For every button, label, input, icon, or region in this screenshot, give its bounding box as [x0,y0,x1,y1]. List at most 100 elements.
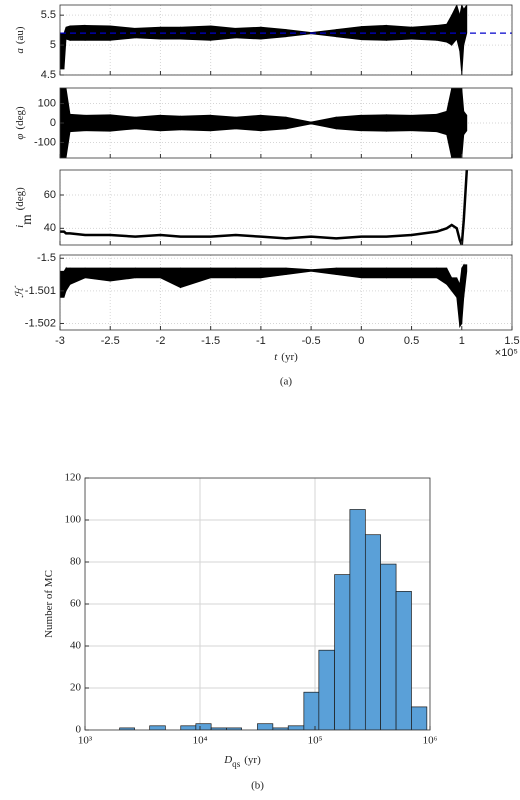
plot-clip [60,255,512,330]
histogram-bar [349,509,366,730]
y-tick-label: -1.501 [25,285,56,297]
label-part: (yr) [281,351,298,363]
histogram-bar [257,723,274,730]
plot-area [60,255,512,330]
band-segment [63,88,67,158]
y-tick-label: 4.5 [41,69,56,81]
band-segment [210,267,237,279]
x-tick-label: -2.5 [101,335,120,347]
histogram-bar [334,574,351,730]
histogram-bar [303,691,320,730]
band-segment [446,88,453,158]
band-segment [360,267,387,279]
y-tick-label: -1.502 [25,317,56,329]
axes-box [59,169,513,246]
histogram-bar [149,725,166,730]
x-tick-label: -1.5 [201,335,220,347]
y-axis-label: im (deg) [14,187,34,228]
band-segment [235,114,262,132]
x-tick-label: -2 [156,335,166,347]
y-tick-label: -100 [34,136,56,148]
y-axis-label: φ (deg) [14,106,26,140]
label-part: (au) [14,26,26,44]
plot-area [60,170,512,245]
histogram-bar [380,563,397,730]
label-part: ℋ [14,285,26,298]
axes-box [59,4,513,76]
band-segment [335,114,362,132]
y-tick-label: 0 [76,724,82,736]
axes-box [59,254,513,331]
band-segment [386,267,412,279]
band-segment [134,267,161,279]
histogram-bar [364,534,381,730]
x-tick-label: -1 [256,335,266,347]
band-segment [84,114,111,132]
y-tick-label: 40 [44,222,56,234]
band-segment [60,270,65,298]
x-tick-label: -3 [55,335,65,347]
x-axis-label: t (yr) [274,351,298,363]
band-segment [386,114,412,132]
label-part: (deg) [14,106,26,130]
band-segment [459,88,463,158]
y-axis-label: ℋ [14,285,26,298]
band-segment [134,114,161,132]
band-segment [69,113,86,133]
band-segment [459,5,463,75]
band-segment [134,26,161,40]
x-tick-label: 0.5 [404,335,419,347]
plot-clip [85,478,430,730]
label-part: φ [14,134,26,140]
histogram-bar [119,727,135,730]
band-segment [411,113,438,133]
label-part: D [223,754,232,766]
label-part: m [19,214,34,225]
band-segment [84,24,111,41]
histogram-bar [318,649,335,730]
plot-clip [60,170,512,245]
band-segment [456,88,461,158]
band-segment [463,264,468,298]
histogram-bar [395,591,412,730]
y-tick-label: 60 [70,598,82,610]
y-tick-label: 100 [38,97,56,109]
x-exponent: ×10⁵ [495,347,518,359]
caption: (a) [280,376,293,388]
band-segment [235,267,262,279]
y-tick-label: -1.5 [37,252,56,264]
x-tick-label: 10⁶ [423,735,438,747]
label-part: i [14,225,26,228]
band-segment [260,114,287,132]
y-tick-label: 100 [65,514,82,526]
y-tick-label: 120 [65,472,82,484]
x-axis-label: Dqs (yr) [223,754,261,770]
x-tick-label: 0 [358,335,364,347]
y-axis-label: a (au) [14,26,26,54]
y-tick-label: 80 [70,556,82,568]
y-axis-label: Number of MC [43,570,55,638]
band-segment [160,114,181,132]
histogram-bar [411,706,428,730]
y-tick-label: 5.5 [41,9,56,21]
band-segment [65,25,71,41]
x-tick-label: 1 [459,335,465,347]
caption: (b) [251,780,264,792]
band-segment [411,267,438,279]
y-tick-label: 40 [70,640,82,652]
band-segment [235,26,262,40]
data-line [60,170,469,245]
axes-box [84,477,431,731]
label-part: (yr) [244,754,261,766]
x-tick-label: 10⁴ [193,735,208,747]
band-segment [60,32,65,70]
label-part: a [14,48,26,54]
x-tick-label: 10⁵ [308,735,323,747]
label-part: Number of MC [43,570,55,638]
x-tick-label: -0.5 [302,335,321,347]
band-segment [210,114,237,132]
plot-clip [60,88,512,158]
histogram-bar [180,725,197,730]
label-part: (deg) [14,187,26,211]
